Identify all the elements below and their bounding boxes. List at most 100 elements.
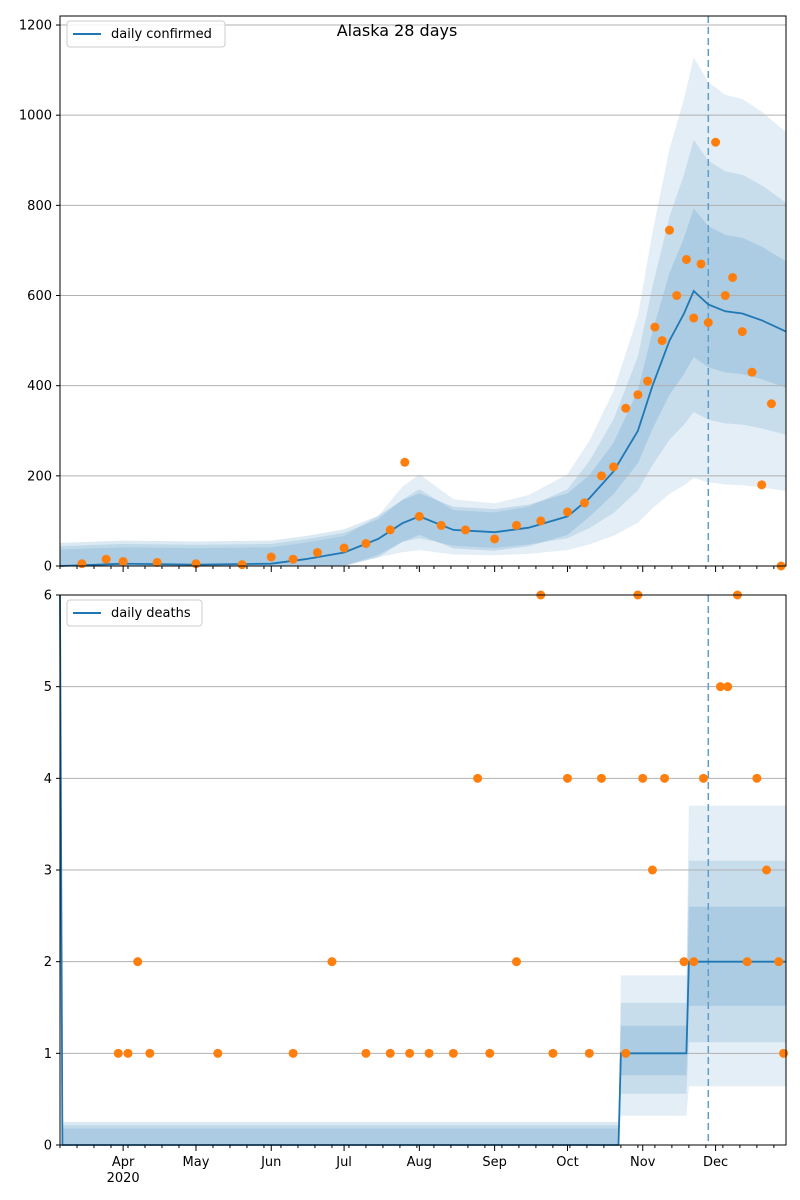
legend-entry-daily-deaths: daily deaths: [111, 606, 191, 621]
data-point: [752, 773, 762, 783]
data-point: [414, 511, 424, 521]
data-point: [327, 957, 337, 967]
data-point: [681, 254, 691, 264]
data-point: [737, 327, 747, 337]
data-point: [460, 525, 470, 535]
x-tick-label: Dec: [703, 1155, 728, 1170]
data-point: [448, 1048, 458, 1058]
deaths-legend: daily deaths: [66, 599, 203, 627]
data-point: [490, 534, 500, 544]
data-point: [596, 773, 606, 783]
data-point: [621, 403, 631, 413]
data-point: [424, 1048, 434, 1058]
x-tick-year-label: 2020: [107, 1171, 140, 1186]
y-tick-label: 400: [27, 379, 52, 394]
data-point: [288, 1048, 298, 1058]
data-point: [650, 322, 660, 332]
data-point: [689, 313, 699, 323]
data-point: [123, 1048, 133, 1058]
y-tick-label: 5: [44, 680, 52, 695]
data-point: [715, 682, 725, 692]
data-point: [762, 865, 772, 875]
data-point: [728, 272, 738, 282]
data-point: [711, 137, 721, 147]
x-tick-label: Jun: [260, 1155, 281, 1170]
data-point: [385, 1048, 395, 1058]
data-point: [657, 336, 667, 346]
y-tick-label: 800: [27, 199, 52, 214]
chart-title: Alaska 28 days: [337, 21, 458, 40]
data-point: [213, 1048, 223, 1058]
data-point: [774, 957, 784, 967]
data-point: [237, 560, 247, 570]
y-tick-label: 600: [27, 289, 52, 304]
y-tick-label: 2: [44, 955, 52, 970]
data-point: [579, 498, 589, 508]
data-point: [77, 559, 87, 569]
x-tick-label: Jul: [335, 1155, 352, 1170]
data-point: [405, 1048, 415, 1058]
x-tick-label: Apr: [112, 1155, 135, 1170]
data-point: [660, 773, 670, 783]
legend-box: [66, 20, 226, 48]
confirmed-legend: daily confirmed: [66, 20, 226, 48]
data-point: [288, 554, 298, 564]
data-point: [766, 399, 776, 409]
data-point: [113, 1048, 123, 1058]
data-point: [562, 507, 572, 517]
data-point: [633, 390, 643, 400]
y-tick-label: 200: [27, 469, 52, 484]
y-tick-label: 0: [44, 1139, 52, 1154]
data-point: [757, 480, 767, 490]
data-point: [339, 543, 349, 553]
y-tick-label: 0: [44, 560, 52, 575]
data-point: [436, 520, 446, 530]
data-point: [361, 1048, 371, 1058]
data-point: [562, 773, 572, 783]
data-point: [485, 1048, 495, 1058]
deaths-panel: 0 1 2 3 4 5 6 Apr May Jun Jul Aug Sep Oct Nov Dec 2020 d…: [44, 589, 789, 1186]
x-tick-label: Sep: [482, 1155, 507, 1170]
data-point: [720, 291, 730, 301]
data-point: [609, 462, 619, 472]
plot-frame: [59, 15, 787, 567]
data-point: [145, 1048, 155, 1058]
data-point: [312, 547, 322, 557]
y-tick-label: 3: [44, 864, 52, 879]
x-tick-label: Aug: [407, 1155, 432, 1170]
x-tick-label: Nov: [630, 1155, 656, 1170]
data-point: [621, 1048, 631, 1058]
data-point: [101, 554, 111, 564]
data-point: [664, 225, 674, 235]
data-point: [361, 538, 371, 548]
confirmed-axes: 0 200 400 600 800 1000 1200: [19, 15, 787, 575]
data-point: [584, 1048, 594, 1058]
data-point: [536, 516, 546, 526]
data-point: [747, 367, 757, 377]
uncertainty-band: [60, 139, 786, 567]
data-point: [511, 520, 521, 530]
data-point: [703, 318, 713, 328]
x-tick-label: Oct: [556, 1155, 578, 1170]
confirmed-panel: 0 200 400 600 800 1000 1200 Alaska 28 days dai…: [19, 15, 787, 575]
data-point: [647, 865, 657, 875]
data-point: [689, 957, 699, 967]
data-point: [548, 1048, 558, 1058]
deaths-axes: 0 1 2 3 4 5 6 Apr May Jun Jul Aug Sep Oct Nov Dec 2020: [44, 589, 787, 1186]
x-tick-label: May: [183, 1155, 210, 1170]
data-point: [742, 957, 752, 967]
data-point: [118, 556, 128, 566]
data-point: [266, 552, 276, 562]
data-point: [400, 457, 410, 467]
data-point: [696, 259, 706, 269]
data-point: [698, 773, 708, 783]
y-tick-label: 6: [44, 589, 52, 604]
data-point: [511, 957, 521, 967]
data-point: [779, 1048, 789, 1058]
data-point: [133, 957, 143, 967]
data-point: [723, 682, 733, 692]
y-tick-label: 1000: [19, 109, 52, 124]
data-point: [643, 376, 653, 386]
y-tick-label: 4: [44, 772, 52, 787]
